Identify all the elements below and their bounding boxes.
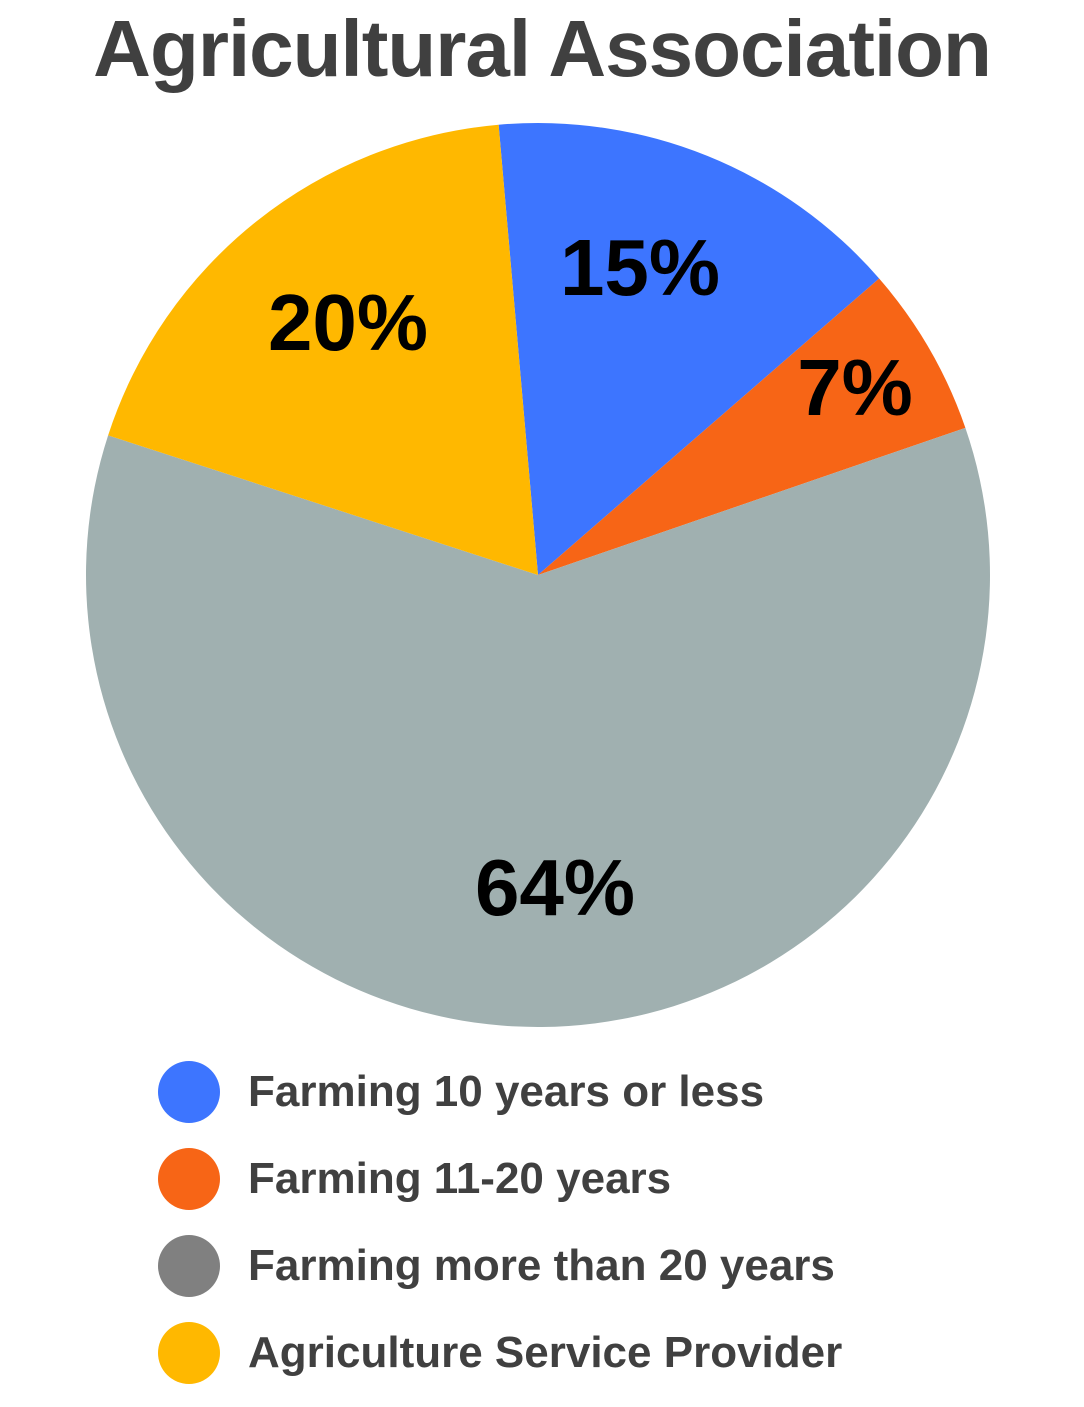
pie-slice [108,124,539,575]
legend-label: Farming 10 years or less [248,1066,765,1116]
legend-item: Farming 11-20 years [158,1135,842,1222]
slice-label-gray: 64% [475,843,635,932]
legend-swatch-icon [158,1147,220,1210]
chart-title: Agricultural Association [93,4,992,93]
slice-label-yellow: 20% [268,278,428,367]
slice-label-blue: 15% [560,223,720,312]
legend-item: Farming more than 20 years [158,1222,842,1309]
legend-swatch-icon [158,1060,220,1123]
pie-slice [498,122,880,575]
legend-item: Agriculture Service Provider [158,1309,842,1396]
legend-label: Farming more than 20 years [248,1240,835,1290]
legend-swatch-icon [158,1234,220,1297]
legend: Farming 10 years or less Farming 11-20 y… [158,1048,842,1396]
slice-label-orange: 7% [797,343,913,432]
pie-slice [86,427,990,1027]
legend-swatch-icon [158,1321,220,1384]
pie-slice [538,278,966,575]
legend-label: Farming 11-20 years [248,1153,672,1203]
legend-label: Agriculture Service Provider [248,1327,843,1377]
legend-item: Farming 10 years or less [158,1048,842,1135]
